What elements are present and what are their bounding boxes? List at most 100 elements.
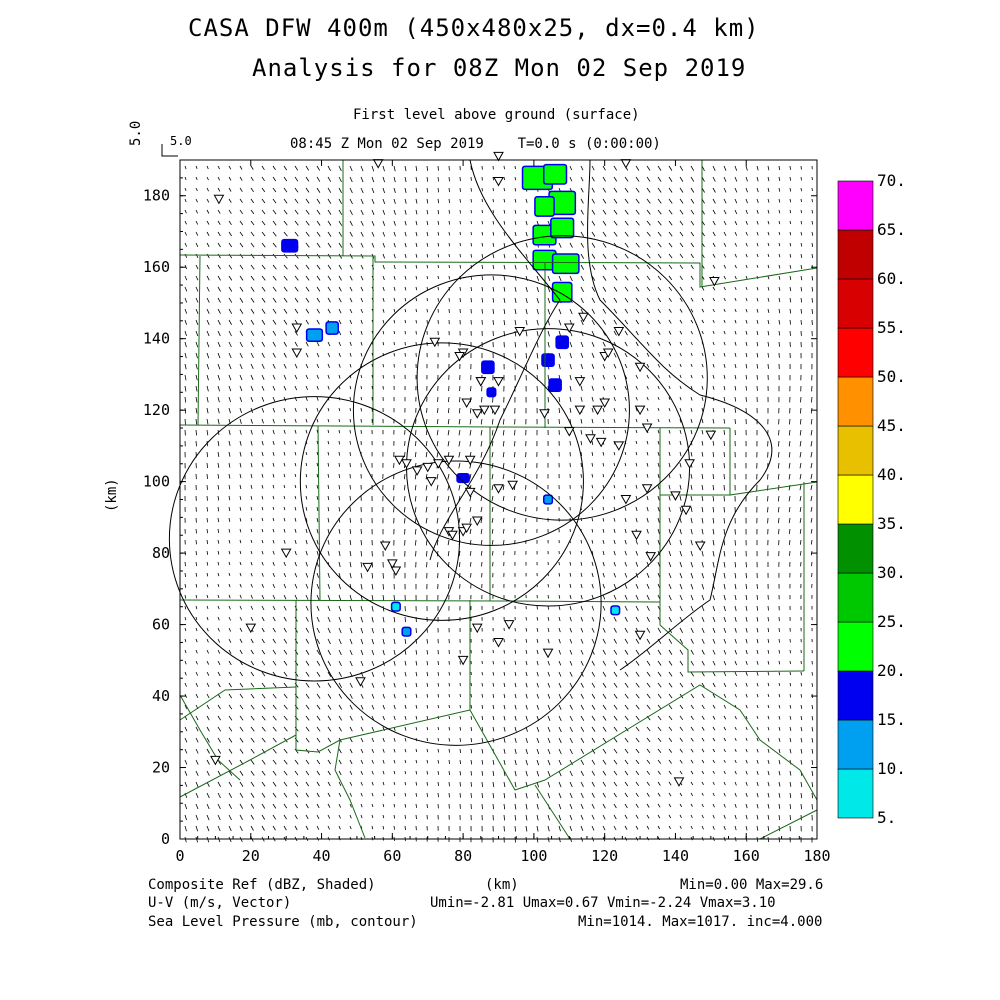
wind-vector [371,781,374,786]
wind-vector [558,748,562,755]
wind-vector [668,583,672,590]
wind-vector [690,330,693,335]
reflectivity-cell [551,218,573,237]
wind-vector [635,517,638,523]
wind-vector [635,715,640,721]
wind-vector [195,176,198,181]
wind-vector [217,209,221,214]
wind-vector [426,726,429,731]
wind-vector [426,253,429,258]
wind-vector [745,638,748,644]
wind-vector [778,220,781,225]
wind-vector [228,429,231,435]
wind-vector [327,231,332,237]
wind-vector [756,759,759,764]
wind-vector [723,693,727,698]
wind-vector [316,550,319,556]
wind-vector [723,319,726,324]
wind-vector [602,374,606,380]
wind-vector [217,286,221,292]
wind-vector [635,561,639,567]
wind-vector [591,583,594,589]
wind-vector [239,396,243,403]
wind-vector [349,165,353,172]
wind-vector [767,198,770,203]
wind-vector [459,715,461,720]
wind-vector [404,484,406,491]
wind-vector [536,363,539,370]
wind-vector [195,187,198,192]
wind-vector [591,737,596,743]
wind-vector [723,451,725,458]
wind-vector [283,187,288,193]
wind-vector [316,462,319,467]
wind-vector [580,385,583,391]
wind-vector [690,319,694,324]
wind-vector [734,660,737,666]
wind-vector [316,605,320,611]
wind-vector [679,550,682,557]
wind-vector [569,561,571,566]
wind-vector [184,319,187,325]
wind-vector [547,616,550,621]
wind-vector [558,704,562,710]
wind-vector [283,176,288,182]
wind-vector [734,737,737,741]
wind-vector [283,726,288,732]
wind-vector [206,209,210,214]
wind-vector [327,385,330,390]
wind-vector [393,737,396,742]
wind-vector [668,737,673,742]
wind-vector [723,253,727,258]
wind-vector [723,198,727,204]
wind-vector [778,748,781,754]
wind-vector [349,209,353,215]
wind-vector [371,176,375,183]
wind-vector [591,759,596,765]
footer-left3: Sea Level Pressure (mb, contour) [148,914,418,930]
wind-vector [470,198,472,203]
wind-vector [657,528,660,534]
wind-vector [536,330,539,337]
wind-vector [789,671,791,676]
wind-vector [547,759,551,766]
wind-vector [228,693,233,699]
wind-vector [613,165,618,171]
wind-vector [646,407,649,412]
wind-vector [613,550,616,556]
wind-vector [492,308,494,314]
wind-vector [712,297,715,302]
wind-vector [349,715,353,721]
wind-vector [217,231,221,237]
wind-vector [316,297,321,303]
wind-vector [536,671,539,677]
wind-vector [393,176,396,183]
wind-vector [492,275,495,281]
station-marker [599,398,611,409]
wind-vector [294,418,297,423]
wind-vector [217,814,221,821]
wind-vector [712,176,716,182]
wind-vector [646,495,649,501]
wind-vector [239,451,242,457]
wind-vector [536,682,539,688]
wind-vector [580,253,585,259]
wind-vector [272,814,277,820]
wind-vector [480,550,483,556]
wind-vector [767,275,770,280]
wind-vector [481,737,484,743]
wind-vector [712,715,716,720]
wind-vector [393,341,395,346]
wind-vector [217,583,220,588]
wind-vector [701,473,704,479]
wind-vector [657,506,660,512]
wind-vector [580,396,583,402]
wind-vector [811,286,814,292]
wind-vector [767,759,770,765]
wind-vector [228,781,233,787]
wind-vector [701,759,705,764]
wind-vector [767,286,770,291]
wind-vector [195,198,198,203]
wind-vector [734,726,737,731]
wind-vector [250,396,254,402]
